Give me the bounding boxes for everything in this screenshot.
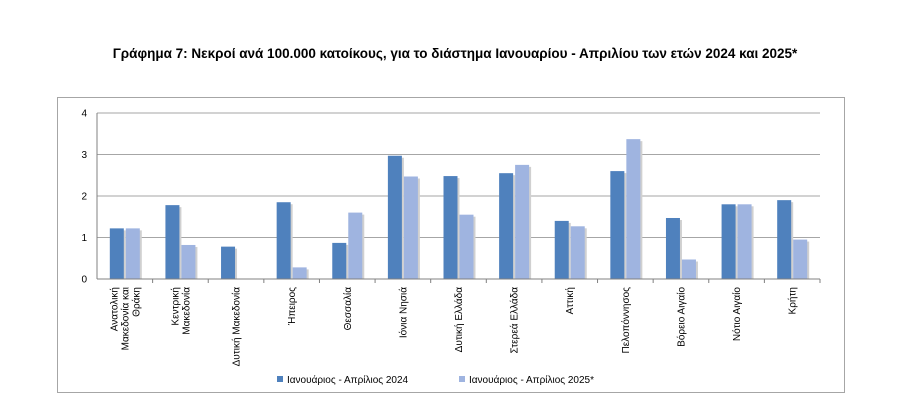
x-tick-label: Δυτική Ελλάδα: [453, 287, 465, 353]
bar-2024-4: [332, 242, 347, 279]
axes: [96, 113, 821, 283]
chart-title: Γράφημα 7: Νεκροί ανά 100.000 κατοίκους,…: [112, 46, 798, 61]
bar-2025-0: [125, 228, 140, 279]
svg-text:Βόρειο Αιγαίο: Βόρειο Αιγαίο: [675, 287, 687, 347]
bar-2024-8: [554, 220, 569, 279]
x-tick-label: Ιόνια Νησιά: [397, 287, 409, 338]
y-tick-label: 0: [81, 275, 87, 286]
bar-2025-4: [348, 212, 363, 279]
x-tick-label: ΑνατολικήΜακεδονία καιΘράκη: [108, 287, 142, 350]
bar-2024-0: [109, 228, 124, 279]
bar-2024-11: [721, 204, 736, 279]
bar-2025-11: [737, 204, 752, 279]
bar-2025-3: [292, 267, 307, 279]
svg-text:Δυτική Μακεδονία: Δυτική Μακεδονία: [231, 287, 243, 367]
bar-2024-9: [610, 171, 625, 279]
bar-2024-7: [499, 173, 514, 279]
x-tick-labels: ΑνατολικήΜακεδονία καιΘράκη ΚεντρικήΜακεδ…: [108, 287, 798, 367]
svg-text:Πελοπόννησος: Πελοπόννησος: [620, 287, 632, 354]
bar-2025-7: [515, 164, 530, 279]
legend-label-2024: Ιανουάριος - Απρίλιος 2024: [287, 374, 409, 386]
svg-text:Νότιο Αιγαίο: Νότιο Αιγαίο: [731, 287, 743, 341]
bar-2024-6: [443, 176, 458, 279]
x-tick-label: Βόρειο Αιγαίο: [675, 287, 687, 347]
y-tick-labels: 0 1 2 3 4: [81, 109, 87, 286]
bars: [109, 139, 810, 279]
x-tick-label: Νότιο Αιγαίο: [731, 287, 743, 341]
x-tick-label: Αττική: [564, 287, 576, 314]
y-tick-label: 2: [81, 192, 87, 203]
bar-2024-3: [276, 202, 291, 279]
bar-2025-6: [459, 214, 474, 279]
bar-2024-1: [165, 205, 180, 279]
x-tick-label: Κρήτη: [787, 287, 799, 314]
svg-text:Θεσσαλία: Θεσσαλία: [342, 287, 354, 331]
x-tick-label: Ήπειρος: [287, 287, 298, 326]
svg-text:Στερεά Ελλάδα: Στερεά Ελλάδα: [509, 287, 521, 354]
legend-label-2025: Ιανουάριος - Απρίλιος 2025*: [469, 374, 594, 386]
y-tick-label: 1: [81, 233, 87, 244]
bar-2025-8: [570, 226, 585, 279]
svg-text:ΑνατολικήΜακεδονία καιΘράκη: ΑνατολικήΜακεδονία καιΘράκη: [108, 287, 142, 350]
x-tick-label: Θεσσαλία: [342, 287, 354, 331]
svg-text:Ήπειρος: Ήπειρος: [287, 287, 298, 326]
bar-2025-12: [793, 239, 808, 279]
bar-2024-2: [221, 246, 236, 279]
svg-text:Δυτική Ελλάδα: Δυτική Ελλάδα: [453, 287, 465, 353]
bar-2025-9: [626, 139, 641, 279]
bar-2025-10: [681, 259, 696, 279]
x-tick-label: Δυτική Μακεδονία: [231, 287, 243, 367]
bar-2025-1: [181, 244, 196, 279]
bar-2024-12: [777, 200, 792, 279]
bar-2025-5: [403, 176, 418, 279]
legend-swatch-2024: [277, 376, 283, 382]
x-tick-label: Πελοπόννησος: [620, 287, 632, 354]
svg-text:Αττική: Αττική: [564, 287, 576, 314]
svg-text:Κρήτη: Κρήτη: [787, 287, 799, 314]
y-tick-label: 3: [81, 150, 87, 161]
bar-2024-5: [387, 155, 402, 279]
y-tick-label: 4: [81, 109, 87, 120]
svg-text:ΚεντρικήΜακεδονία: ΚεντρικήΜακεδονία: [169, 287, 192, 335]
chart-frame: [57, 97, 845, 393]
legend-swatch-2025: [459, 376, 465, 382]
bar-2024-10: [665, 217, 680, 279]
x-tick-label: ΚεντρικήΜακεδονία: [169, 287, 192, 335]
x-tick-label: Στερεά Ελλάδα: [509, 287, 521, 354]
legend: Ιανουάριος - Απρίλιος 2024 Ιανουάριος - Α…: [277, 374, 594, 386]
svg-text:Ιόνια Νησιά: Ιόνια Νησιά: [397, 287, 409, 338]
